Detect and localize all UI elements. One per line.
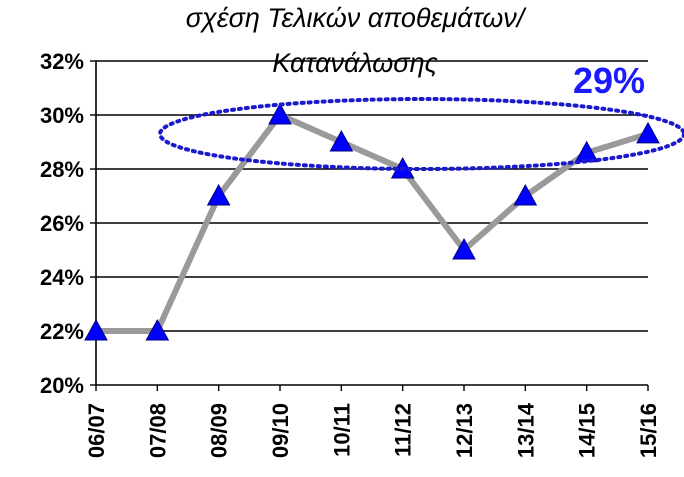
- y-tick-label-2: 24%: [40, 265, 84, 290]
- data-point-9: [636, 121, 660, 144]
- chart-title-line2: Κατανάλωσης: [272, 48, 438, 78]
- series-polyline: [96, 112, 649, 334]
- axes: [90, 60, 649, 391]
- data-point-6: [452, 237, 476, 260]
- data-point-4: [329, 129, 354, 152]
- x-tick-labels: 06/07 07/08 08/09 09/10 10/11 11/12 12/13 13/14…: [84, 402, 661, 458]
- x-tick-label-2: 08/09: [207, 403, 232, 458]
- y-tick-label-3: 26%: [40, 211, 84, 236]
- data-point-7: [513, 183, 538, 206]
- y-tick-label-5: 30%: [40, 103, 84, 128]
- chart-title-line1: σχέση Τελικών αποθεμάτων/: [186, 3, 527, 33]
- x-tick-label-9: 15/16: [636, 403, 661, 458]
- data-point-2: [206, 183, 231, 206]
- y-tick-labels: 20% 22% 24% 26% 28% 30% 32%: [40, 49, 84, 398]
- x-tick-label-4: 10/11: [329, 403, 354, 457]
- x-tick-label-3: 09/10: [268, 403, 293, 458]
- data-point-0: [84, 318, 108, 341]
- y-tick-label-6: 32%: [40, 49, 84, 74]
- y-tick-label-4: 28%: [40, 157, 84, 182]
- series-line: [96, 112, 649, 334]
- x-tick-label-7: 13/14: [513, 402, 538, 458]
- x-tick-label-6: 12/13: [452, 403, 477, 458]
- x-tick-label-1: 07/08: [145, 403, 170, 458]
- data-point-1: [145, 318, 170, 341]
- x-tick-label-5: 11/12: [391, 403, 416, 457]
- y-tick-label-1: 22%: [40, 319, 84, 344]
- y-tick-label-0: 20%: [40, 373, 84, 398]
- annotation-29-percent: 29%: [573, 60, 645, 101]
- x-tick-label-8: 14/15: [575, 403, 600, 458]
- grid-lines: [96, 60, 648, 332]
- x-tick-label-0: 06/07: [84, 403, 109, 458]
- data-point-3: [268, 102, 292, 125]
- highlight-ellipse: [158, 97, 684, 171]
